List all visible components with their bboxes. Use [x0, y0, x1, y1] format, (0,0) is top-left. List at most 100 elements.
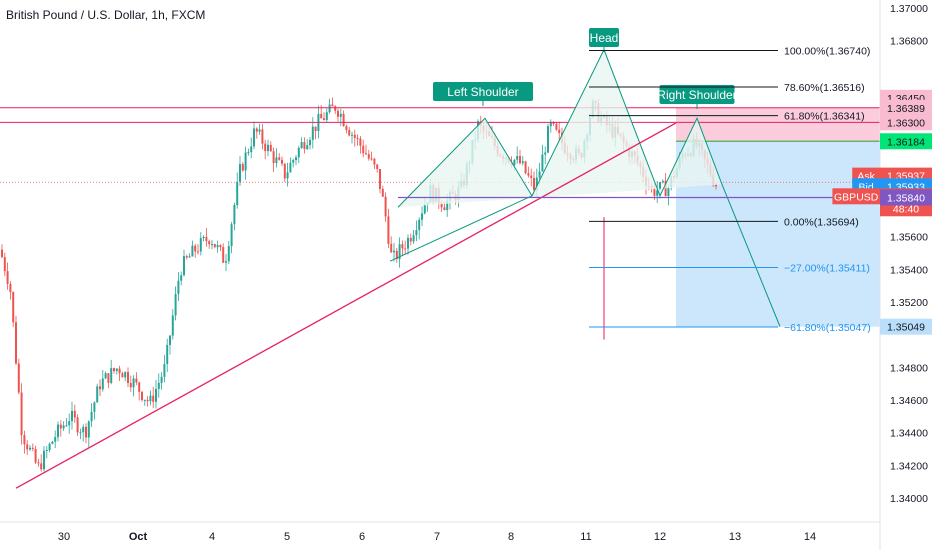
- candle: [127, 367, 129, 388]
- candle-body: [160, 376, 163, 383]
- fib-level: 100.00%(1.36740): [589, 45, 870, 57]
- candle-body: [661, 180, 664, 183]
- candle: [339, 108, 342, 126]
- candle-body: [407, 237, 409, 249]
- candle-body: [17, 363, 20, 393]
- candle-body: [124, 372, 127, 378]
- candle: [115, 367, 118, 375]
- candle-body: [79, 432, 82, 434]
- pattern-fill: [398, 49, 722, 208]
- candle-body: [76, 417, 79, 433]
- candle-body: [1, 249, 3, 258]
- candle: [351, 131, 353, 144]
- candle-body: [272, 151, 275, 164]
- candle-body: [213, 244, 216, 248]
- candle: [348, 126, 351, 137]
- candle-body: [3, 257, 6, 272]
- candle-body: [185, 256, 188, 258]
- candle-body: [715, 184, 717, 187]
- fib-label: −61.80%(1.35047): [784, 322, 871, 334]
- candle-body: [303, 142, 306, 150]
- candle: [233, 202, 236, 231]
- candle: [328, 98, 331, 114]
- candle: [177, 272, 180, 302]
- candle: [300, 137, 303, 149]
- candle-body: [516, 156, 519, 160]
- candle-body: [152, 395, 155, 402]
- time-tick-label: 14: [804, 531, 816, 543]
- candle: [379, 168, 381, 194]
- candle: [555, 122, 558, 131]
- candle: [93, 401, 96, 420]
- candle-body: [143, 399, 146, 401]
- candle: [286, 162, 289, 187]
- candle: [213, 243, 216, 248]
- time-tick-label: 4: [209, 531, 215, 543]
- candle-body: [323, 118, 325, 120]
- candle-body: [311, 126, 314, 140]
- candle-body: [85, 426, 87, 438]
- time-tick-label: 30: [58, 531, 70, 543]
- candle-body: [325, 112, 328, 120]
- candle-body: [169, 335, 171, 345]
- candle: [65, 418, 68, 427]
- pattern-label-text: Head: [590, 31, 619, 45]
- candle: [104, 371, 107, 379]
- candle-body: [163, 364, 166, 377]
- candle: [393, 243, 395, 262]
- candle-body: [309, 139, 311, 146]
- candle: [334, 105, 337, 115]
- price-badge-countdown: 48:40: [893, 203, 919, 215]
- price-badge-value: 1.36300: [887, 117, 925, 129]
- candle-body: [348, 130, 351, 136]
- candle-body: [59, 424, 62, 429]
- candle: [258, 123, 261, 135]
- candle: [90, 403, 93, 427]
- price-badge-box: [880, 189, 932, 206]
- candle: [169, 334, 171, 355]
- candle-body: [328, 104, 331, 113]
- candle-body: [667, 187, 670, 197]
- candle-body: [227, 246, 230, 262]
- candle-body: [171, 315, 174, 336]
- candle-body: [264, 143, 267, 152]
- candle-body: [180, 275, 183, 281]
- price-tick-label: 1.34000: [890, 493, 928, 505]
- candle: [516, 146, 519, 164]
- candle: [530, 168, 533, 187]
- candle-body: [65, 425, 68, 427]
- candle: [205, 228, 208, 247]
- candle: [656, 181, 659, 203]
- candle: [79, 428, 82, 440]
- candle: [236, 172, 239, 209]
- candle-body: [253, 128, 255, 147]
- candle: [244, 146, 247, 180]
- candle-body: [233, 205, 236, 225]
- candle: [306, 139, 309, 150]
- candle: [395, 247, 398, 263]
- candle-body: [211, 244, 213, 246]
- candle-body: [404, 248, 407, 250]
- candle: [76, 414, 79, 436]
- candle-body: [202, 236, 205, 239]
- candle: [183, 249, 185, 277]
- candle: [34, 445, 37, 464]
- candle-body: [544, 152, 547, 155]
- candle-body: [547, 126, 549, 153]
- candle-body: [530, 175, 533, 178]
- candle: [275, 148, 278, 168]
- candle-body: [513, 159, 516, 165]
- price-tick-label: 1.34200: [890, 460, 928, 472]
- candle: [68, 413, 71, 434]
- candle: [398, 237, 401, 268]
- candle-body: [68, 421, 71, 426]
- candle-body: [29, 447, 31, 450]
- candle: [99, 379, 101, 397]
- candle-body: [339, 113, 342, 117]
- price-tick-label: 1.35400: [890, 264, 928, 276]
- candle-body: [135, 378, 138, 383]
- price-badge-value: 1.35049: [887, 322, 925, 334]
- candle-body: [205, 236, 208, 242]
